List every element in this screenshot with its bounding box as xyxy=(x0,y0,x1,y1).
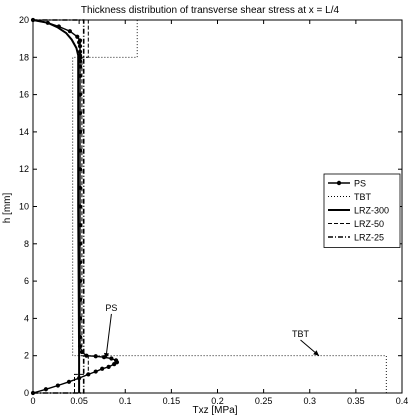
y-axis-title: h [mm] xyxy=(2,193,13,224)
series-ps-line xyxy=(32,19,118,394)
x-tick-label: 0.05 xyxy=(70,396,88,406)
series-ps-point xyxy=(113,358,119,363)
y-tick-label: 0 xyxy=(24,388,29,398)
series-ps-point xyxy=(55,383,61,388)
y-tick-label: 4 xyxy=(24,313,29,323)
x-tick-label: 0.25 xyxy=(255,396,273,406)
series-ps-point xyxy=(66,379,72,384)
annotations: PS TBT xyxy=(103,303,320,359)
legend-swatch-marker-ps xyxy=(336,180,342,186)
x-tick-label: 0.15 xyxy=(163,396,181,406)
series-ps-point xyxy=(93,354,98,359)
series-ps-point xyxy=(109,356,114,361)
series-ps-point xyxy=(75,34,80,39)
x-tick-label: 0 xyxy=(30,396,35,406)
series-ps-point xyxy=(43,387,49,392)
y-tick-label: 10 xyxy=(19,202,29,212)
series-ps-point xyxy=(77,44,83,49)
legend-label-lrz-50: LRZ-50 xyxy=(354,219,384,229)
callout-arrow-head xyxy=(313,350,319,356)
series-ps-point xyxy=(84,353,89,358)
legend: PS TBT LRZ-300 LRZ-50 LRZ-25 xyxy=(323,173,401,248)
callout-label: TBT xyxy=(292,329,310,339)
legend-label-lrz-300: LRZ-300 xyxy=(354,205,389,215)
series-ps-point xyxy=(77,49,83,54)
callout-arrow-head xyxy=(103,352,110,359)
y-tick-label: 8 xyxy=(24,239,29,249)
series-ps-point xyxy=(100,366,105,371)
y-tick-label: 12 xyxy=(19,164,29,174)
x-tick-label: 0.2 xyxy=(211,396,224,406)
series-ps-point xyxy=(67,29,72,34)
series-group xyxy=(30,17,387,396)
series-ps-point xyxy=(93,369,98,374)
series-lrz-50-line xyxy=(33,19,89,393)
callout-arrow-shaft xyxy=(105,313,112,359)
x-tick-label: 0.4 xyxy=(396,396,409,406)
x-axis-title: Txz [MPa] xyxy=(192,405,237,416)
y-tick-label: 18 xyxy=(19,52,29,62)
series-ps-point xyxy=(106,364,111,369)
series-ps-point xyxy=(77,38,83,43)
y-tick-label: 16 xyxy=(19,90,29,100)
y-tick-label: 2 xyxy=(24,351,29,361)
legend-label-ps: PS xyxy=(354,178,366,188)
x-tick-label: 0.35 xyxy=(347,396,365,406)
x-tick-label: 0.3 xyxy=(303,396,316,406)
legend-label-lrz-25: LRZ-25 xyxy=(354,232,384,242)
axis-ticks: 0 0.05 0.1 0.15 0.2 0.25 0.3 0.35 0.4 0 2 4 6 8 10 12 14… xyxy=(19,15,408,406)
y-tick-label: 14 xyxy=(19,127,29,137)
callout-label: PS xyxy=(105,303,117,313)
legend-label-tbt: TBT xyxy=(354,192,372,202)
y-tick-label: 6 xyxy=(24,276,29,286)
y-tick-label: 20 xyxy=(19,15,29,25)
x-tick-label: 0.1 xyxy=(119,396,132,406)
chart-title: Thickness distribution of transverse she… xyxy=(81,5,340,16)
series-lrz-300-line xyxy=(32,19,81,393)
series-lrz-25-line xyxy=(33,19,85,394)
